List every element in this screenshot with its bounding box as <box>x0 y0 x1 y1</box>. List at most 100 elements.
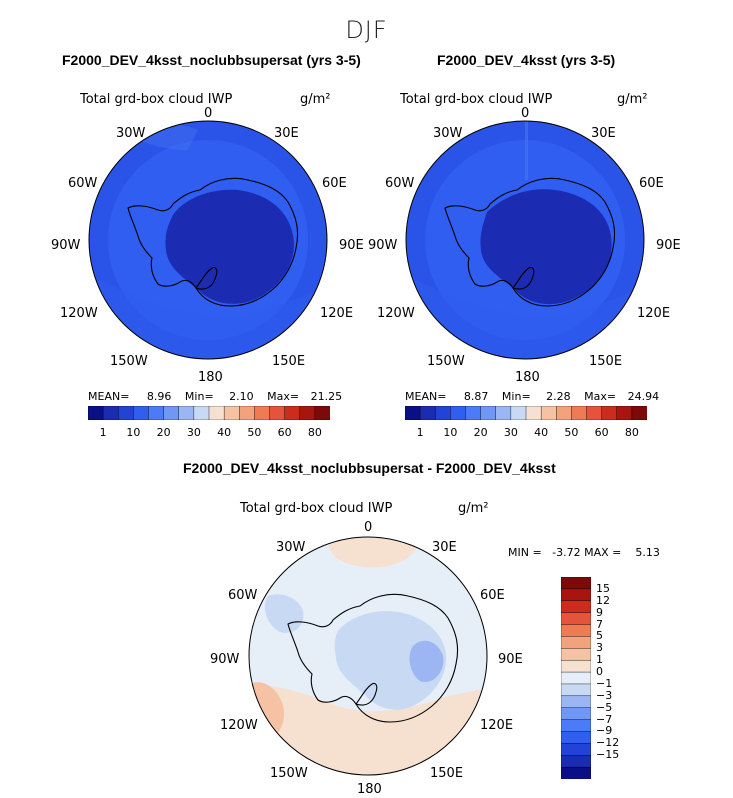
panel2-lon-label-120e: 120E <box>637 306 671 321</box>
colorbar-tick-label: 40 <box>217 426 232 439</box>
panel2-map-border <box>405 120 645 360</box>
panel3-lon-label-150w: 150W <box>270 766 308 781</box>
panel1-colorbar-ticks: 1 10 20 30 40 50 60 80 <box>88 426 330 440</box>
panel2-lon-label-60w: 60W <box>385 176 415 191</box>
panel3-min-max: MIN = -3.72 MAX = 5.13 <box>508 546 660 559</box>
colorbar-swatch <box>435 406 451 420</box>
colorbar-tick-label: 1 <box>596 653 603 667</box>
colorbar-swatch <box>561 600 591 614</box>
panel3-colorbar <box>561 577 591 779</box>
colorbar-swatch <box>299 406 316 420</box>
panel2-title: F2000_DEV_4ksst (yrs 3-5) <box>437 52 616 68</box>
colorbar-tick-label: 20 <box>156 426 171 439</box>
colorbar-tick-label: 40 <box>534 426 549 439</box>
colorbar-swatch <box>208 406 225 420</box>
panel1-lon-label-90e: 90E <box>339 238 364 253</box>
colorbar-swatch <box>284 406 301 420</box>
colorbar-swatch <box>118 406 134 420</box>
colorbar-swatch <box>405 406 421 420</box>
panel1-lon-label-180: 180 <box>198 370 223 385</box>
panel1-lon-label-0: 0 <box>204 106 213 121</box>
season-title: DJF <box>345 16 388 44</box>
colorbar-swatch <box>133 406 150 420</box>
panel3-units: g/m² <box>458 501 489 516</box>
colorbar-swatch <box>561 766 591 779</box>
colorbar-swatch <box>571 406 588 420</box>
panel3-lon-label-150e: 150E <box>430 766 464 781</box>
colorbar-swatch <box>561 695 591 709</box>
panel2-lon-label-30w: 30W <box>433 126 463 141</box>
panel3-lon-label-60w: 60W <box>228 588 258 603</box>
colorbar-tick-label: 80 <box>307 426 322 439</box>
colorbar-swatch <box>561 707 591 721</box>
panel1-lon-label-150e: 150E <box>272 354 306 369</box>
colorbar-swatch <box>254 406 271 420</box>
colorbar-swatch <box>561 588 591 602</box>
panel3-lon-label-180: 180 <box>357 782 382 797</box>
panel1-units: g/m² <box>300 92 331 107</box>
colorbar-swatch <box>631 406 647 420</box>
colorbar-swatch <box>163 406 180 420</box>
colorbar-swatch <box>480 406 497 420</box>
panel3-field-negative-interior <box>334 611 447 710</box>
colorbar-swatch <box>510 406 527 420</box>
colorbar-swatch <box>561 743 591 756</box>
panel3-lon-label-30e: 30E <box>432 540 457 555</box>
panel3-field-negative-west <box>264 594 304 633</box>
panel1-lon-label-30w: 30W <box>116 126 146 141</box>
colorbar-tick-label: −3 <box>596 688 613 702</box>
panel1-lon-label-90w: 90W <box>51 238 81 253</box>
colorbar-tick-label: −5 <box>596 700 613 714</box>
colorbar-tick-label: 12 <box>596 593 610 607</box>
panel1-max-label: Max= <box>267 390 300 403</box>
panel3-field-negative-east <box>409 640 444 682</box>
colorbar-tick-label: 3 <box>596 641 603 655</box>
colorbar-swatch <box>178 406 195 420</box>
panel3-lon-label-120w: 120W <box>220 718 258 733</box>
panel2-colorbar <box>405 406 647 420</box>
colorbar-tick-label: 5 <box>596 629 603 643</box>
colorbar-tick-label: −1 <box>596 676 613 690</box>
colorbar-swatch <box>561 636 591 649</box>
colorbar-swatch <box>561 731 591 744</box>
colorbar-swatch <box>616 406 633 420</box>
panel2-lon-label-180: 180 <box>515 370 540 385</box>
colorbar-swatch <box>223 406 240 420</box>
colorbar-tick-label: 20 <box>473 426 488 439</box>
colorbar-swatch <box>102 406 119 420</box>
panel2-max-value: 24.94 <box>627 390 660 403</box>
panel1-min-label: Min= <box>184 390 214 403</box>
panel2-lon-label-150e: 150E <box>589 354 623 369</box>
panel2-min-label: Min= <box>501 390 531 403</box>
panel3-polar-map <box>248 536 488 776</box>
panel1-map-border <box>88 120 328 360</box>
colorbar-tick-label: 9 <box>596 605 603 619</box>
panel1-lon-label-120e: 120E <box>320 306 354 321</box>
panel1-lon-label-60e: 60E <box>322 176 347 191</box>
panel3-lon-label-120e: 120E <box>480 718 514 733</box>
panel2-field-hilat <box>525 121 528 180</box>
colorbar-swatch <box>314 406 330 420</box>
colorbar-tick-label: 0 <box>596 665 603 679</box>
colorbar-swatch <box>561 755 591 768</box>
panel1-antarctica-coastline <box>127 177 299 307</box>
panel3-lon-label-90e: 90E <box>498 652 523 667</box>
panel1-field-interior <box>165 189 294 304</box>
panel1-lon-label-120w: 120W <box>60 306 98 321</box>
panel3-map-border <box>248 536 488 776</box>
colorbar-tick-label: −7 <box>596 712 613 726</box>
panel2-antarctica-coastline <box>444 177 616 307</box>
panel1-lon-label-150w: 150W <box>110 354 148 369</box>
panel2-mean-label: MEAN= <box>405 390 447 403</box>
panel2-max-label: Max= <box>584 390 617 403</box>
colorbar-swatch <box>148 406 165 420</box>
colorbar-tick-label: 10 <box>443 426 458 439</box>
panel2-lon-label-90e: 90E <box>656 238 681 253</box>
colorbar-swatch <box>450 406 467 420</box>
colorbar-swatch <box>561 719 591 732</box>
colorbar-tick-label: 60 <box>594 426 609 439</box>
panel1-title: F2000_DEV_4ksst_noclubbsupersat (yrs 3-5… <box>62 52 361 68</box>
colorbar-swatch <box>561 683 591 697</box>
panel2-colorbar-ticks: 1 10 20 30 40 50 60 80 <box>405 426 647 440</box>
colorbar-tick-label: 1 <box>416 426 424 439</box>
